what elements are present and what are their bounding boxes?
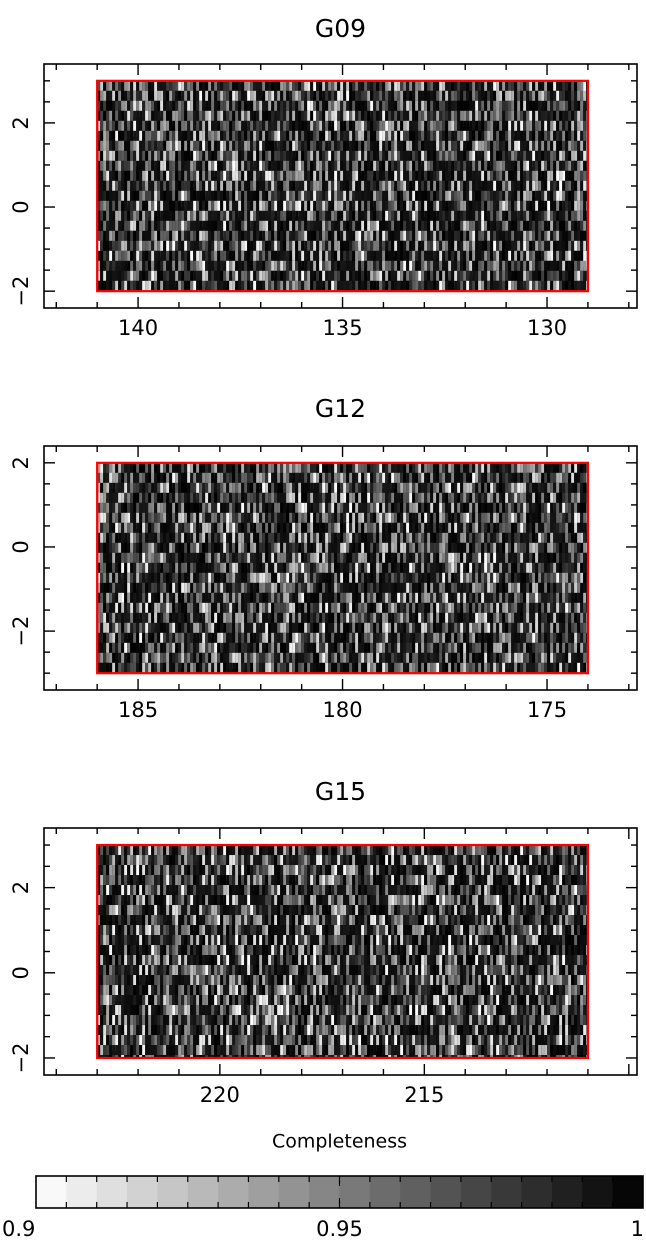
colorbar-tick-label: 0.95 (316, 1217, 363, 1241)
colorbar-step (127, 1176, 158, 1208)
completeness-map (97, 463, 588, 673)
y-tick-label: 0 (9, 966, 33, 979)
y-tick-label: −2 (9, 276, 33, 307)
y-tick-label: −2 (9, 1042, 33, 1073)
x-tick-label: 130 (527, 316, 567, 340)
x-tick-label: 215 (404, 1083, 444, 1107)
panel-g15: G15 220 215 −2 0 2 (9, 777, 637, 1107)
y-tick-label: 2 (9, 456, 33, 469)
y-tick-label: 0 (9, 200, 33, 213)
panel-title: G12 (315, 394, 366, 423)
colorbar-step (461, 1176, 492, 1208)
x-tick-label: 220 (200, 1083, 240, 1107)
y-tick-label: −2 (9, 616, 33, 647)
x-tick-label: 185 (118, 698, 158, 722)
colorbar-title: Completeness (272, 1131, 407, 1153)
y-tick-label: 2 (9, 881, 33, 894)
x-tick-label: 140 (118, 316, 158, 340)
colorbar-tick-label: 0.9 (2, 1217, 35, 1241)
x-tick-label: 180 (322, 698, 362, 722)
colorbar-step (188, 1176, 219, 1208)
colorbar: Completeness 0.9 0.95 1 (2, 1131, 644, 1242)
colorbar-tick-label: 1 (631, 1217, 644, 1241)
completeness-map (97, 81, 588, 291)
colorbar-step (400, 1176, 431, 1208)
panel-g09: G09 140 135 130 −2 0 2 (9, 14, 637, 340)
panel-title: G09 (315, 14, 366, 43)
colorbar-step (613, 1176, 644, 1208)
panel-title: G15 (315, 777, 366, 806)
y-tick-label: 0 (9, 540, 33, 553)
colorbar-step (66, 1176, 97, 1208)
colorbar-step (36, 1176, 67, 1208)
colorbar-step (218, 1176, 249, 1208)
colorbar-step (340, 1176, 371, 1208)
colorbar-step (279, 1176, 310, 1208)
completeness-map (97, 845, 588, 1058)
colorbar-step (582, 1176, 613, 1208)
x-tick-label: 175 (527, 698, 567, 722)
colorbar-step (431, 1176, 462, 1208)
panel-g12: G12 185 180 175 −2 0 2 (9, 394, 637, 722)
colorbar-step (522, 1176, 553, 1208)
colorbar-step (552, 1176, 583, 1208)
colorbar-step (97, 1176, 128, 1208)
y-tick-label: 2 (9, 116, 33, 129)
x-tick-label: 135 (322, 316, 362, 340)
colorbar-step (491, 1176, 522, 1208)
colorbar-step (248, 1176, 279, 1208)
colorbar-step (370, 1176, 401, 1208)
colorbar-step (309, 1176, 340, 1208)
colorbar-step (157, 1176, 188, 1208)
